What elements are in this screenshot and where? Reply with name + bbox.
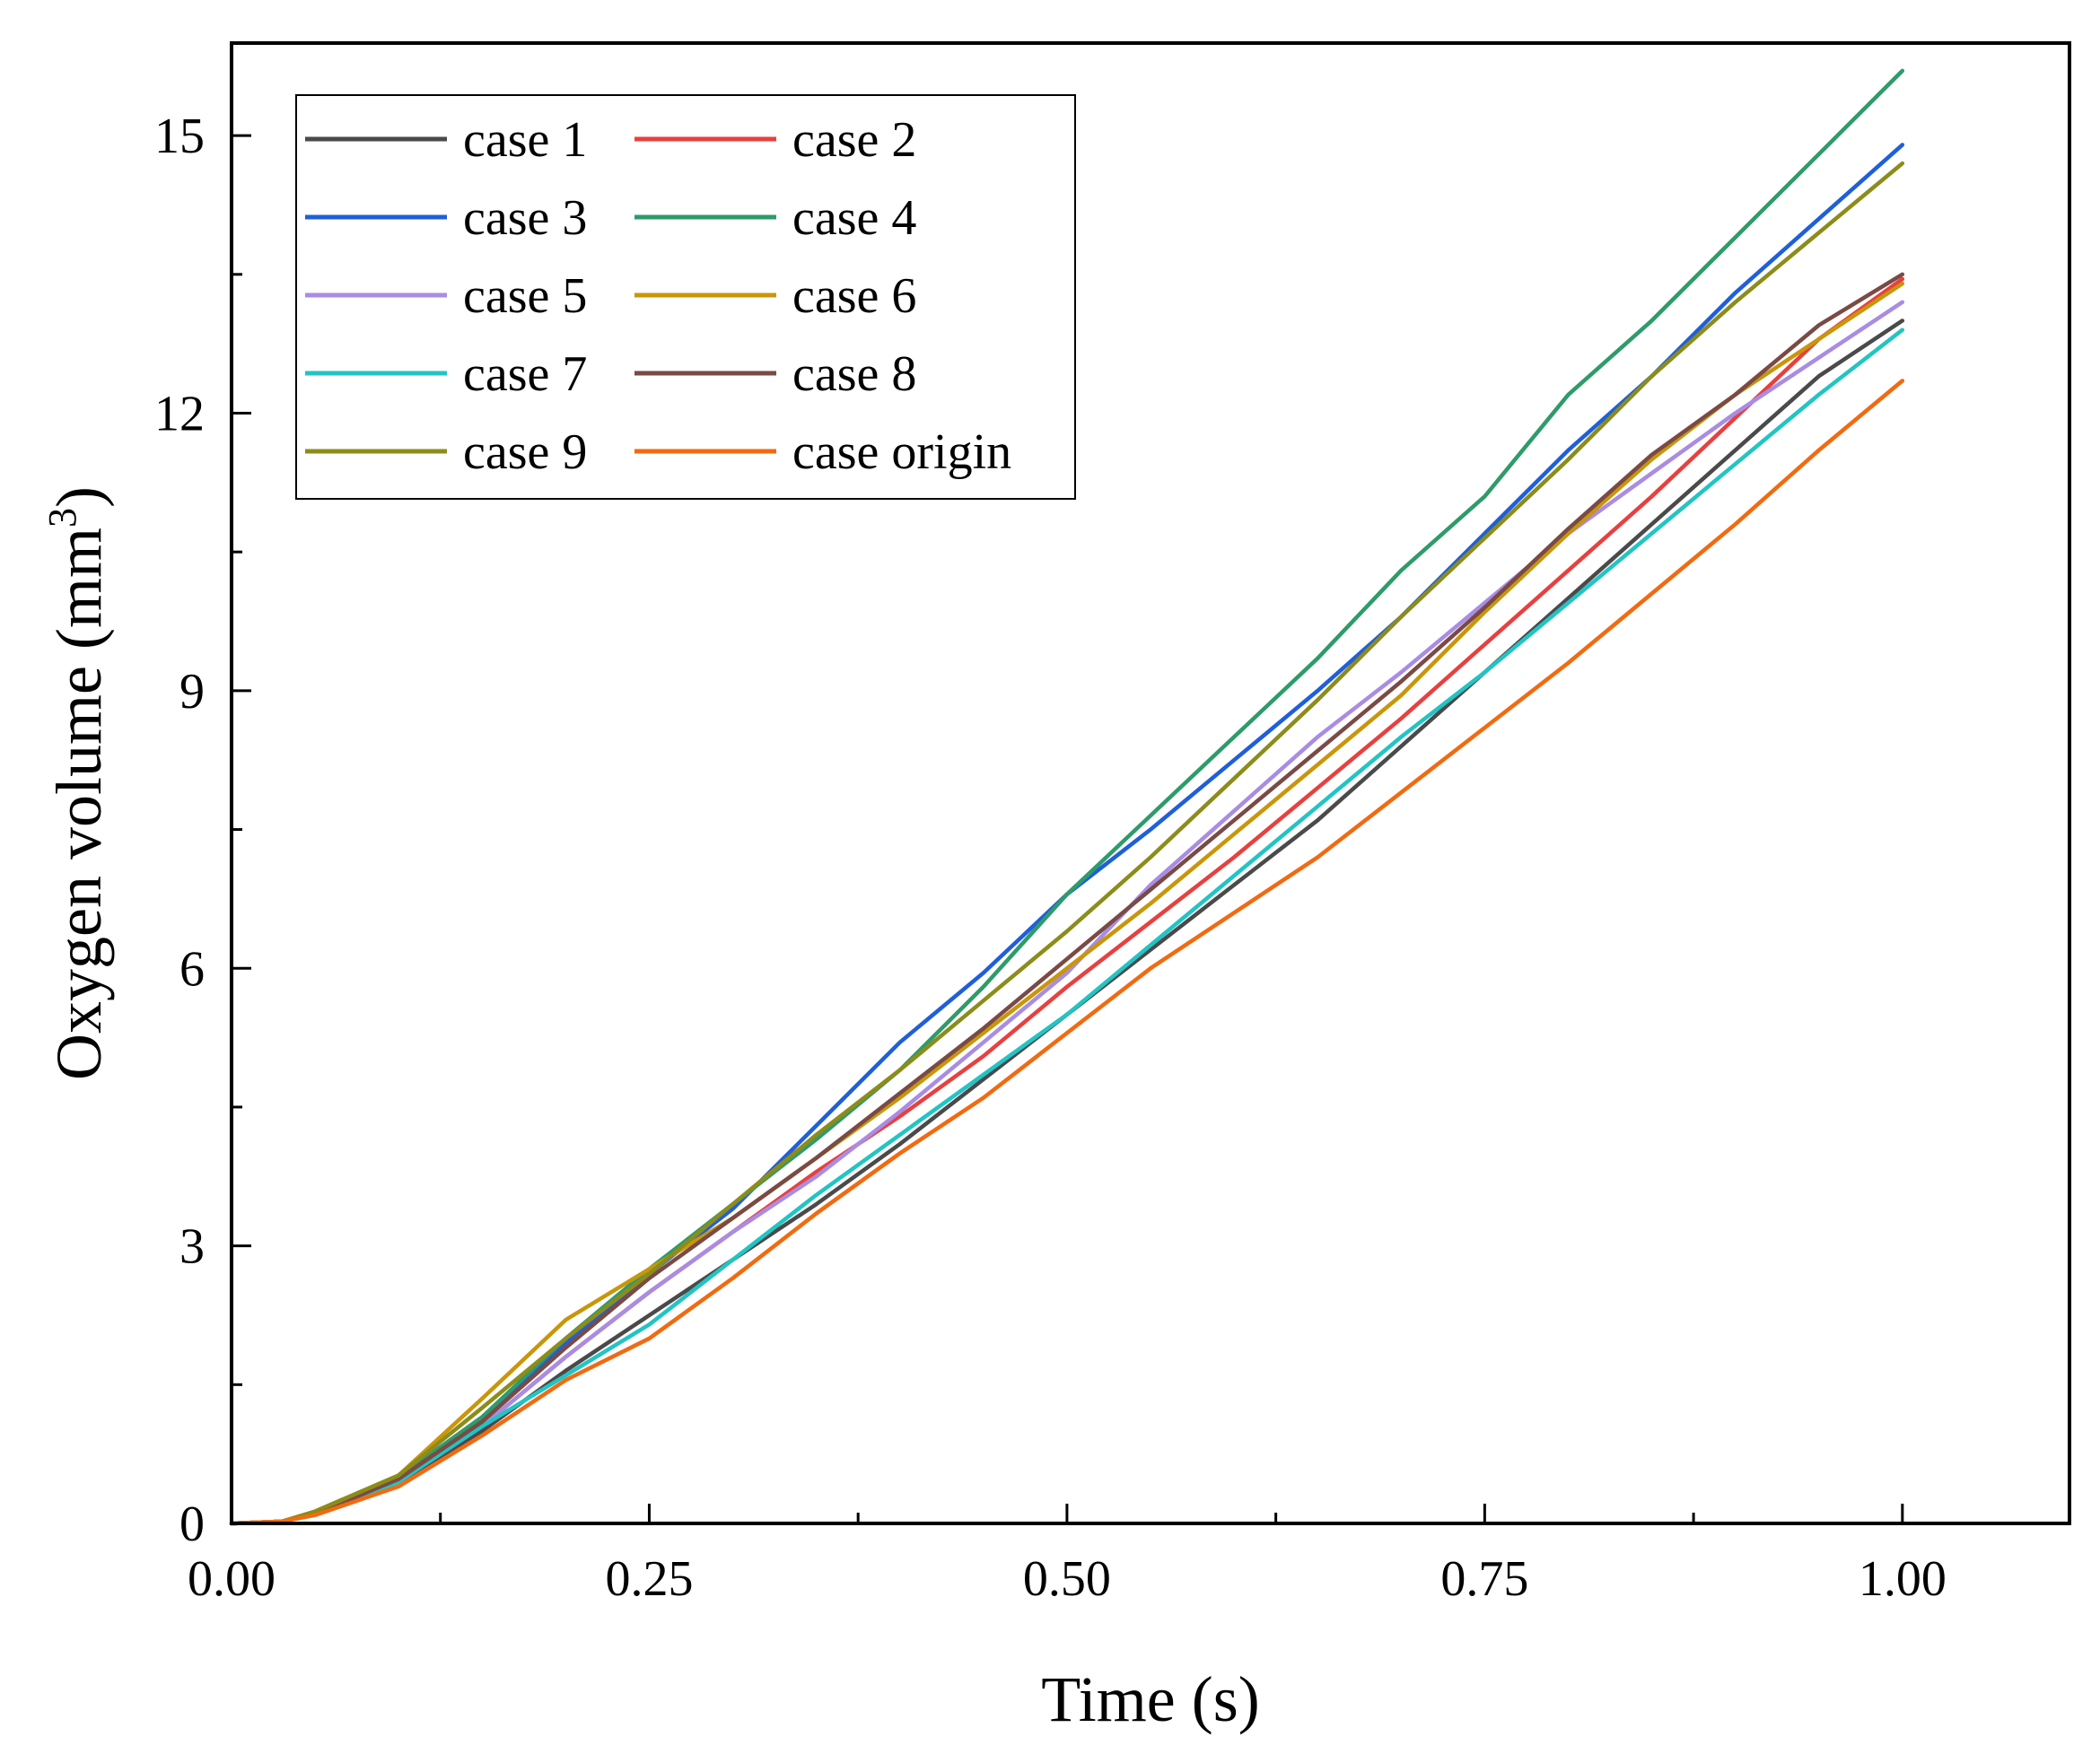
legend-label-5: case 5 [463,268,587,324]
y-axis-title-superscript: 3 [40,508,84,528]
y-tick-label-5: 15 [154,109,205,164]
y-axis-title-text: Oxygen volume (mm [43,528,115,1080]
y-tick-label-0: 0 [179,1497,205,1552]
y-tick-label-3: 9 [179,664,205,720]
x-tick-label-1: 0.25 [605,1551,693,1607]
x-tick-label-0: 0.00 [188,1551,276,1607]
series-line-10 [229,379,1905,1526]
x-tick-labels: 0.00 0.25 0.50 0.75 1.00 [188,1551,1947,1607]
legend-label-1: case 1 [463,112,587,168]
y-tick-label-2: 6 [179,941,205,997]
y-tick-labels: 0 3 6 9 12 15 [154,109,205,1552]
x-tick-label-2: 0.50 [1023,1551,1111,1607]
x-axis-title: Time (s) [1041,1663,1259,1735]
series-layer [229,68,1905,1526]
series-line-4 [229,68,1905,1526]
y-tick-label-4: 12 [154,387,205,442]
series-line-7 [229,327,1905,1526]
series-line-9 [229,161,1905,1526]
legend-label-2: case 2 [792,112,916,168]
y-tick-label-1: 3 [179,1219,205,1275]
y-axis-title: Oxygen volume (mm3) [40,486,115,1080]
legend: case 1 case 2 case 3 case 4 case 5 case 6 case… [295,94,1076,500]
y-axis-title-suffix: ) [43,486,115,508]
x-tick-label-4: 1.00 [1859,1551,1947,1607]
legend-label-9: case 9 [463,424,587,480]
legend-label-10: case origin [792,424,1011,480]
legend-label-8: case 8 [792,346,916,402]
legend-label-4: case 4 [792,190,916,246]
series-line-8 [229,272,1905,1526]
plot-frame [230,41,2071,1525]
legend-label-7: case 7 [463,346,587,402]
axis-ticks [230,134,1904,1525]
series-line-6 [229,281,1905,1526]
legend-label-3: case 3 [463,190,587,246]
legend-label-6: case 6 [792,268,916,324]
x-tick-label-3: 0.75 [1440,1551,1528,1607]
